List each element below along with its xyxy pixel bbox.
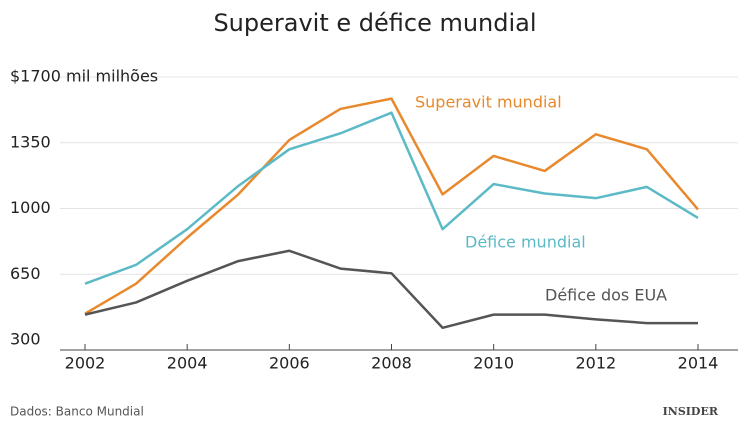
- series-line: [84, 249, 698, 330]
- logo-sub: PRO: [720, 405, 734, 412]
- y-tick-label: 1350: [10, 132, 51, 151]
- x-tick-label: 2010: [473, 354, 514, 373]
- chart-title: Superavit e défice mundial: [213, 9, 536, 37]
- source: Dados: Banco Mundial: [10, 405, 144, 419]
- series-line: [84, 97, 699, 315]
- x-tick-label: 2012: [575, 354, 616, 373]
- series-label: Défice dos EUA: [545, 286, 667, 305]
- y-tick-label: $1700 mil milhões: [10, 67, 158, 86]
- series-line: [84, 111, 699, 285]
- series-label: Superavit mundial: [415, 93, 562, 112]
- x-tick-label: 2004: [167, 354, 208, 373]
- x-tick-label: 2014: [678, 354, 719, 373]
- series-label: Défice mundial: [465, 233, 586, 252]
- logo: INSIDER: [663, 405, 719, 418]
- y-tick-label: 650: [10, 264, 41, 283]
- x-tick-label: 2002: [65, 354, 106, 373]
- x-tick-label: 2008: [371, 354, 412, 373]
- x-tick-label: 2006: [269, 354, 310, 373]
- y-tick-label: 300: [10, 330, 41, 349]
- y-tick-label: 1000: [10, 198, 51, 217]
